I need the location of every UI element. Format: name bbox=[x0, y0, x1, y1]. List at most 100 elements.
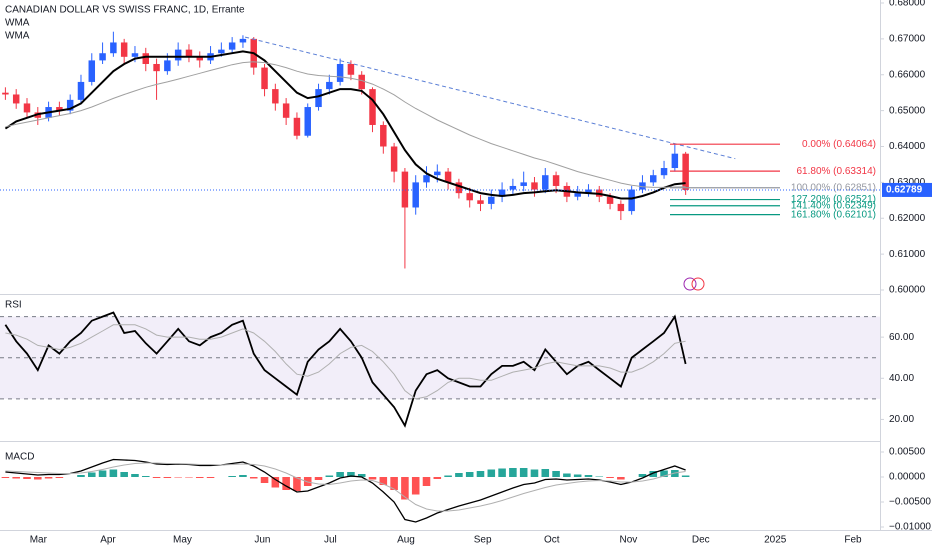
histogram-bar bbox=[519, 468, 528, 477]
histogram-bar bbox=[476, 471, 485, 477]
y-tick-label: 0.60000 bbox=[889, 285, 926, 296]
x-tick-label: Jul bbox=[324, 535, 337, 546]
y-tick-label: 20.00 bbox=[889, 414, 914, 425]
candle-body bbox=[174, 49, 182, 61]
candle-body bbox=[110, 42, 117, 54]
histogram-bar bbox=[638, 474, 647, 477]
candle-body bbox=[444, 171, 452, 183]
x-tick-label: Feb bbox=[844, 535, 862, 546]
pane-title: MACD bbox=[5, 452, 34, 463]
histogram-bar bbox=[357, 474, 366, 477]
histogram-bar bbox=[185, 477, 193, 478]
histogram-bar bbox=[401, 477, 409, 500]
candle-body bbox=[639, 182, 646, 190]
candle-body bbox=[380, 124, 387, 147]
histogram-bar bbox=[206, 477, 215, 478]
histogram-bar bbox=[249, 477, 258, 479]
candle-body bbox=[466, 193, 473, 201]
candle-body bbox=[412, 182, 419, 208]
histogram-bar bbox=[681, 475, 690, 477]
histogram-bar bbox=[368, 477, 377, 480]
x-tick-label: Sep bbox=[474, 535, 492, 546]
y-tick-label: 0.67000 bbox=[889, 34, 926, 45]
candle-body bbox=[542, 175, 549, 190]
pane-title: RSI bbox=[5, 300, 22, 311]
x-tick-label: Dec bbox=[692, 535, 710, 546]
x-tick-label: Oct bbox=[544, 535, 560, 546]
last-price-label: 0.62789 bbox=[886, 185, 923, 196]
histogram-bar bbox=[455, 473, 463, 477]
candle-body bbox=[585, 189, 592, 194]
fib-label: 127.20% (0.62521) bbox=[791, 194, 876, 205]
last-price-tag bbox=[882, 182, 932, 197]
histogram-bar bbox=[660, 470, 668, 477]
candle-body bbox=[120, 42, 128, 57]
histogram-bar bbox=[595, 476, 604, 477]
histogram-bar bbox=[282, 477, 290, 490]
histogram-bar bbox=[120, 472, 128, 477]
candle-body bbox=[196, 56, 203, 61]
histogram-bar bbox=[498, 468, 506, 477]
x-tick-label: Apr bbox=[100, 535, 116, 546]
y-tick-label: 0.62000 bbox=[889, 213, 926, 224]
candle-body bbox=[682, 153, 689, 190]
histogram-bar bbox=[239, 475, 247, 477]
histogram-bar bbox=[314, 477, 323, 480]
indicator-label: WMA bbox=[5, 18, 30, 29]
histogram-bar bbox=[98, 470, 107, 477]
histogram-bar bbox=[34, 477, 42, 480]
candle-body bbox=[218, 49, 225, 54]
x-tick-label: Jun bbox=[254, 535, 270, 546]
histogram-bar bbox=[325, 475, 334, 477]
candle-body bbox=[185, 49, 193, 57]
y-tick-label: 0.61000 bbox=[889, 249, 926, 260]
candle-body bbox=[434, 171, 441, 176]
x-tick-label: Aug bbox=[397, 535, 415, 546]
candle-body bbox=[520, 182, 527, 186]
candle-body bbox=[347, 63, 355, 75]
candle-body bbox=[56, 107, 63, 111]
histogram-bar bbox=[195, 477, 204, 478]
candle-body bbox=[304, 107, 311, 136]
candle-body bbox=[131, 53, 139, 57]
candle-body bbox=[628, 189, 635, 212]
histogram-bar bbox=[422, 477, 431, 486]
y-tick-label: −0.01000 bbox=[889, 522, 931, 533]
event-icon[interactable] bbox=[683, 277, 697, 291]
candle-body bbox=[261, 67, 268, 90]
macd-line bbox=[5, 462, 686, 512]
candle-body bbox=[282, 103, 290, 118]
histogram-bar bbox=[141, 476, 150, 477]
histogram-bar bbox=[444, 475, 452, 477]
candle-body bbox=[23, 103, 31, 113]
candle-body bbox=[617, 203, 625, 212]
y-tick-label: 0.66000 bbox=[889, 69, 926, 80]
histogram-bar bbox=[109, 469, 118, 477]
indicator-line bbox=[4, 311, 687, 428]
x-tick-label: Mar bbox=[30, 535, 48, 546]
wma-line bbox=[5, 61, 686, 188]
histogram-bar bbox=[606, 477, 614, 478]
y-tick-label: 0.63000 bbox=[889, 177, 926, 188]
candle-body bbox=[77, 81, 85, 100]
y-tick-label: 0.65000 bbox=[889, 105, 926, 116]
histogram-bar bbox=[293, 477, 301, 491]
histogram-bar bbox=[77, 475, 85, 477]
y-tick-label: 0.64000 bbox=[889, 141, 926, 152]
candle-body bbox=[358, 74, 365, 90]
candle-body bbox=[88, 60, 96, 82]
x-tick-label: May bbox=[173, 535, 192, 546]
fib-label: 100.00% (0.62851) bbox=[791, 182, 876, 193]
histogram-bar bbox=[573, 474, 582, 477]
candle-body bbox=[660, 168, 668, 176]
histogram-bar bbox=[336, 472, 344, 477]
candle-body bbox=[606, 196, 614, 204]
histogram-bar bbox=[12, 477, 20, 479]
histogram-bar bbox=[131, 474, 139, 477]
event-icon[interactable] bbox=[691, 277, 705, 291]
macd-line bbox=[5, 458, 686, 523]
candle-body bbox=[369, 89, 376, 125]
candle-body bbox=[401, 171, 409, 208]
histogram-bar bbox=[23, 477, 31, 479]
